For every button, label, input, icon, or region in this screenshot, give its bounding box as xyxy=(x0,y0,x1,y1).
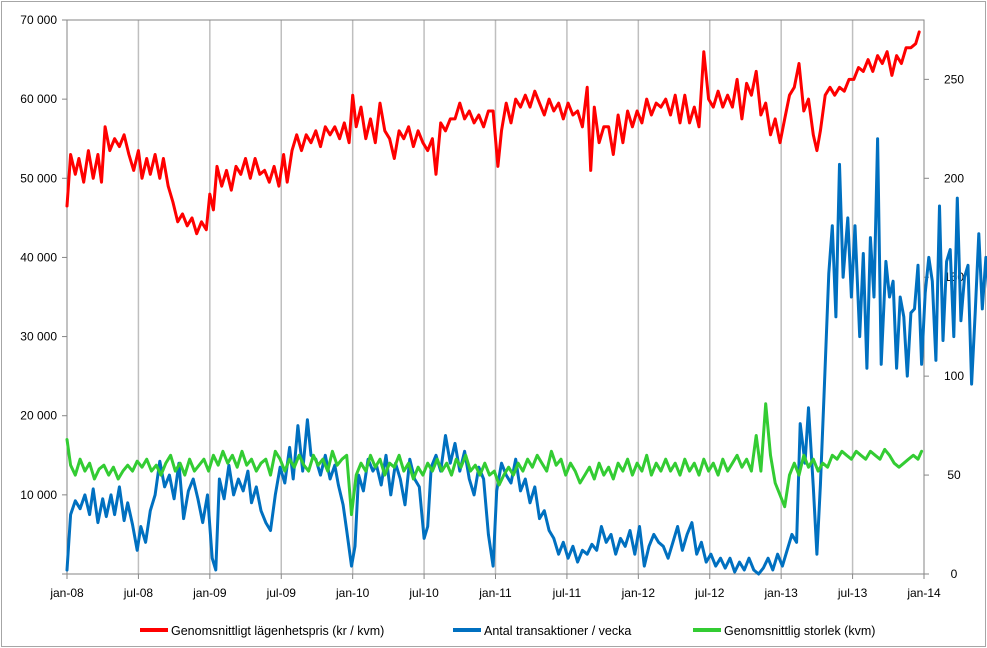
y-left-tick-label: 20 000 xyxy=(20,409,57,423)
y-left-tick-label: 10 000 xyxy=(20,488,57,502)
legend-label-transactions: Antal transaktioner / vecka xyxy=(484,624,631,638)
x-tick-label: jul-12 xyxy=(694,586,725,600)
y-left-tick-label: 60 000 xyxy=(20,92,57,106)
x-tick-label: jul-11 xyxy=(552,586,582,600)
y-right-tick-label: 250 xyxy=(944,72,964,86)
x-tick-label: jan-14 xyxy=(906,586,941,600)
series-transactions-line xyxy=(65,137,987,576)
grid-lines xyxy=(137,20,854,574)
y-right-tick-label: 100 xyxy=(944,369,964,383)
x-axis: jan-08 jul-08 jan-09 jul-09 jan-10 jul-10 jan-… xyxy=(49,574,941,600)
x-tick-label: jan-10 xyxy=(335,586,370,600)
x-tick-label: jul-08 xyxy=(123,586,154,600)
legend-label-price: Genomsnittligt lägenhetspris (kr / kvm) xyxy=(171,624,384,638)
x-tick-label: jan-12 xyxy=(621,586,656,600)
x-tick-label: jan-13 xyxy=(763,586,798,600)
x-tick-label: jan-11 xyxy=(478,586,512,600)
x-tick-label: jul-09 xyxy=(266,586,297,600)
x-tick-label: jan-09 xyxy=(192,586,227,600)
y-left-tick-label: 50 000 xyxy=(20,171,57,185)
y-right-tick-label: 200 xyxy=(944,171,964,185)
x-tick-label: jul-13 xyxy=(837,586,868,600)
series-layer xyxy=(65,30,987,576)
series-size-line xyxy=(65,402,924,517)
y-axis-left: 10 000 20 000 30 000 40 000 50 000 60 000 70 0… xyxy=(20,13,67,575)
legend-label-size: Genomsnittlig storlek (kvm) xyxy=(724,624,875,638)
legend: Genomsnittligt lägenhetspris (kr / kvm) … xyxy=(140,624,875,638)
x-tick-label: jul-10 xyxy=(408,586,439,600)
y-left-tick-label: 40 000 xyxy=(20,250,57,264)
y-right-tick-label: 50 xyxy=(947,468,961,482)
y-right-tick-label: 0 xyxy=(951,567,958,581)
y-left-tick-label: 30 000 xyxy=(20,330,57,344)
series-price-line xyxy=(65,30,921,236)
x-tick-label: jan-08 xyxy=(49,586,84,600)
y-left-tick-label: 70 000 xyxy=(20,13,57,27)
